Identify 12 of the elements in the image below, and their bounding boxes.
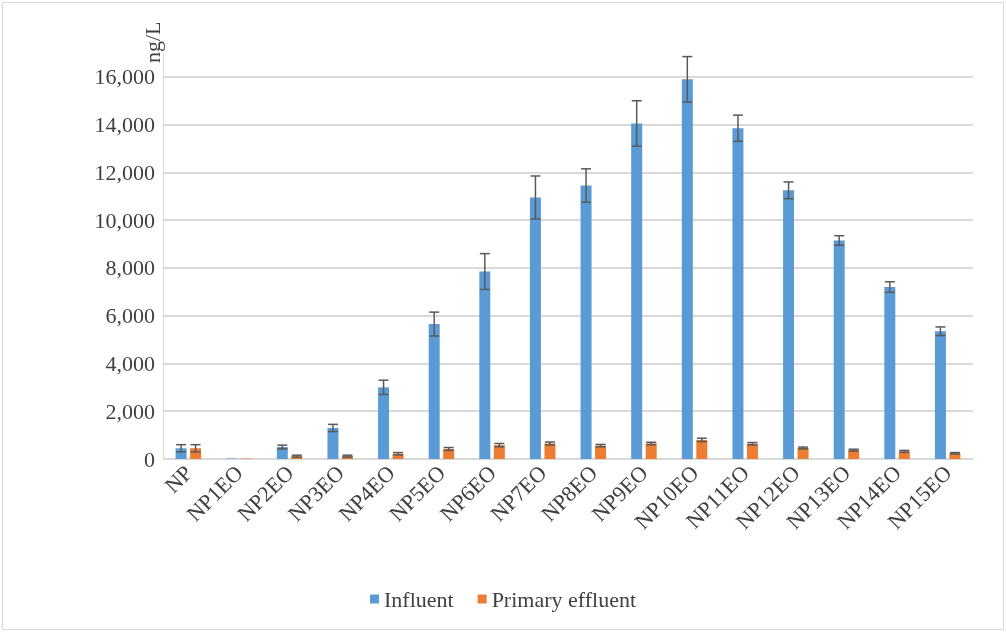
legend-label: Influent [383, 586, 454, 612]
y-tick-label: 2,000 [105, 398, 155, 424]
y-tick-label: 16,000 [94, 64, 155, 90]
legend-label: Primary effluent [491, 586, 637, 612]
y-tick-label: 10,000 [94, 207, 155, 233]
y-tick-label: 14,000 [94, 112, 155, 138]
y-tick-label: 12,000 [94, 159, 155, 185]
y-tick-label: 4,000 [105, 350, 155, 376]
y-tick-label: 0 [144, 446, 155, 472]
y-tick-label: 8,000 [105, 255, 155, 281]
y-tick-label: 6,000 [105, 303, 155, 329]
y-axis-title: ng/L [139, 21, 165, 63]
